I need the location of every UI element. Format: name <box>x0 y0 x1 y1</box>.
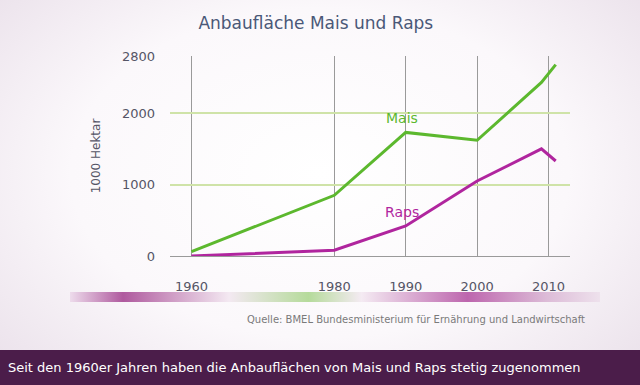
svg-text:Raps: Raps <box>385 204 419 220</box>
svg-text:1000 Hektar: 1000 Hektar <box>89 119 103 194</box>
html-text:Seit den 1960er Jahren haben d: Seit den 1960er Jahren haben die Anbaufl… <box>8 360 581 375</box>
svg-text:0: 0 <box>147 249 155 264</box>
svg-text:2000: 2000 <box>122 106 155 121</box>
svg-text:2000: 2000 <box>460 278 494 294</box>
svg-text:Mais: Mais <box>386 110 418 126</box>
svg-text:1980: 1980 <box>317 278 351 294</box>
html-text:Quelle: BMEL Bundesministerium: Quelle: BMEL Bundesministerium für Ernäh… <box>247 314 585 325</box>
svg-text:1000: 1000 <box>122 177 155 192</box>
svg-text:Anbaufläche Mais und Raps: Anbaufläche Mais und Raps <box>198 13 433 33</box>
svg-text:2800: 2800 <box>122 49 155 64</box>
svg-text:1990: 1990 <box>389 278 423 294</box>
svg-text:2010: 2010 <box>532 278 566 294</box>
svg-text:1960: 1960 <box>174 278 208 294</box>
